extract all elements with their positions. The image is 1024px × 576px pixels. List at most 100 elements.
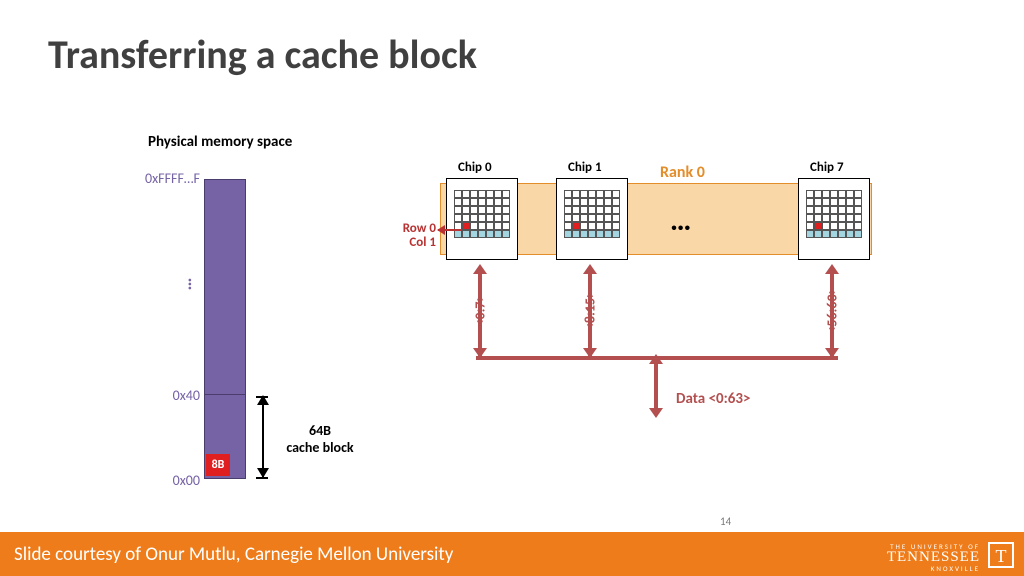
grid-cell [580, 230, 588, 238]
addr-bot: 0x00 [160, 472, 200, 489]
grid-cell [478, 230, 486, 238]
grid-cell [830, 198, 838, 206]
grid-cell [612, 198, 620, 206]
grid-cell [470, 222, 478, 230]
grid-cell [854, 222, 862, 230]
grid-cell [470, 206, 478, 214]
grid-cell [486, 198, 494, 206]
grid-cell [822, 230, 830, 238]
grid-cell [454, 198, 462, 206]
grid-cell [502, 206, 510, 214]
grid-cell [604, 206, 612, 214]
grid-cell [462, 198, 470, 206]
memory-header: Physical memory space [148, 133, 292, 151]
grid-cell [462, 206, 470, 214]
grid-cell [854, 214, 862, 222]
grid-cell [454, 214, 462, 222]
grid-cell [588, 230, 596, 238]
chip-ellipsis: … [670, 202, 705, 239]
grid-cell [502, 190, 510, 198]
grid-cell [502, 214, 510, 222]
grid-cell [572, 206, 580, 214]
grid-cell [588, 206, 596, 214]
grid-cell [806, 222, 814, 230]
grid-cell [612, 190, 620, 198]
bus-vert-label-1: <8:15> [582, 271, 599, 351]
chip-label-0: Chip 0 [458, 160, 492, 175]
grid-cell [470, 190, 478, 198]
grid-cell [486, 190, 494, 198]
grid-cell [822, 214, 830, 222]
grid-cell [494, 230, 502, 238]
grid-cell [564, 206, 572, 214]
grid-cell [478, 214, 486, 222]
bracket-line [262, 396, 264, 477]
grid-cell [494, 222, 502, 230]
grid-cell [596, 206, 604, 214]
chip-label-2: Chip 7 [810, 160, 844, 175]
grid-cell [564, 214, 572, 222]
grid-cell [814, 198, 822, 206]
grid-cell [846, 230, 854, 238]
grid-cell [612, 222, 620, 230]
grid-cell [846, 214, 854, 222]
rowcol-line2: Col 1 [409, 235, 436, 250]
grid-cell [454, 230, 462, 238]
grid-cell [454, 206, 462, 214]
grid-cell [830, 222, 838, 230]
data-bus-label: Data <0:63> [676, 390, 750, 408]
grid-cell [830, 214, 838, 222]
grid-cell [838, 230, 846, 238]
grid-cell [572, 214, 580, 222]
grid-cell [822, 222, 830, 230]
grid-cell [564, 198, 572, 206]
grid-cell [838, 198, 846, 206]
bracket-label: 64B cache block [275, 422, 365, 456]
grid-cell [596, 198, 604, 206]
grid-cell [846, 222, 854, 230]
bus-vert-label-0: <0:7> [472, 271, 489, 351]
grid-cell [854, 230, 862, 238]
grid-cell [486, 214, 494, 222]
footer-credit: Slide courtesy of Onur Mutlu, Carnegie M… [14, 543, 453, 566]
ut-t-icon: T [988, 542, 1014, 568]
grid-cell [564, 190, 572, 198]
grid-cell [502, 222, 510, 230]
grid-cell [822, 190, 830, 198]
grid-cell [822, 206, 830, 214]
cell-8b: 8B [206, 454, 230, 476]
grid-cell [454, 190, 462, 198]
grid-cell [846, 206, 854, 214]
grid-cell [854, 190, 862, 198]
slide-title: Transferring a cache block [48, 30, 477, 79]
memory-ellipsis: … [183, 278, 205, 291]
grid-cell [486, 230, 494, 238]
grid-cell [470, 198, 478, 206]
rank-label: Rank 0 [660, 163, 705, 182]
grid-cell [814, 190, 822, 198]
grid-cell [806, 190, 814, 198]
grid-cell [604, 230, 612, 238]
university-logo: THE UNIVERSITY OF TENNESSEE KNOXVILLE [850, 543, 980, 572]
grid-cell [596, 230, 604, 238]
grid-cell [596, 214, 604, 222]
grid-cell [478, 206, 486, 214]
grid-cell [470, 230, 478, 238]
grid-cell [588, 222, 596, 230]
bracket-label-1: 64B [309, 422, 331, 439]
grid-cell [604, 190, 612, 198]
memory-mark [204, 394, 246, 395]
grid-cell [478, 222, 486, 230]
grid-cell [572, 222, 580, 230]
grid-cell [806, 230, 814, 238]
grid-cell [814, 222, 822, 230]
grid-cell [502, 198, 510, 206]
grid-cell [838, 206, 846, 214]
grid-cell [494, 190, 502, 198]
grid-cell [462, 214, 470, 222]
bracket-arrow-bot [257, 468, 269, 478]
grid-cell [494, 214, 502, 222]
grid-cell [854, 198, 862, 206]
grid-cell [588, 190, 596, 198]
grid-cell [462, 190, 470, 198]
